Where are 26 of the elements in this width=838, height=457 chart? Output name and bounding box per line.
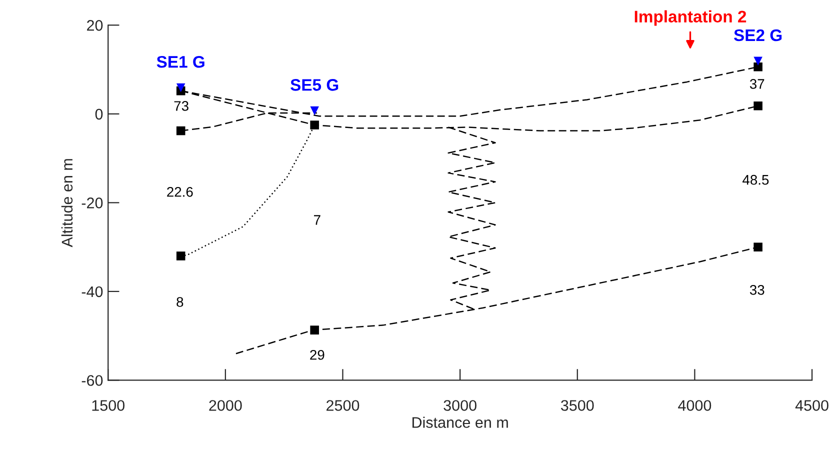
y-tick-label: -20 xyxy=(82,198,103,208)
x-tick-label: 1500 xyxy=(92,400,124,411)
annotation: 29 xyxy=(310,350,324,360)
annotation: 7 xyxy=(314,215,320,225)
annotation: Implantation 2 xyxy=(634,10,746,26)
x-tick-label: 2000 xyxy=(209,400,242,411)
annotation: SE1 G xyxy=(156,56,204,68)
annotation: SE5 G xyxy=(290,79,338,91)
y-tick-label: -40 xyxy=(82,286,103,298)
annotation: 73 xyxy=(174,101,188,111)
annotation: 22.6 xyxy=(167,186,193,197)
x-tick-label: 3500 xyxy=(560,400,594,411)
x-tick-label: 4000 xyxy=(678,400,712,411)
x-tick-label: 4500 xyxy=(795,400,828,411)
x-tick-label: 2500 xyxy=(326,400,360,411)
y-axis-title: Altitude en m xyxy=(61,159,73,248)
y-tick-label: 0 xyxy=(95,108,103,120)
x-axis-title: Distance en m xyxy=(412,416,508,428)
annotation: SE2 G xyxy=(734,29,782,42)
annotation: 37 xyxy=(750,79,764,89)
annotation: 8 xyxy=(176,297,184,307)
annotation: 33 xyxy=(750,284,764,295)
y-tick-label: -60 xyxy=(82,375,103,386)
annotation: 48.5 xyxy=(742,174,769,185)
y-tick-label: 20 xyxy=(87,20,103,31)
x-tick-label: 3000 xyxy=(444,400,476,411)
